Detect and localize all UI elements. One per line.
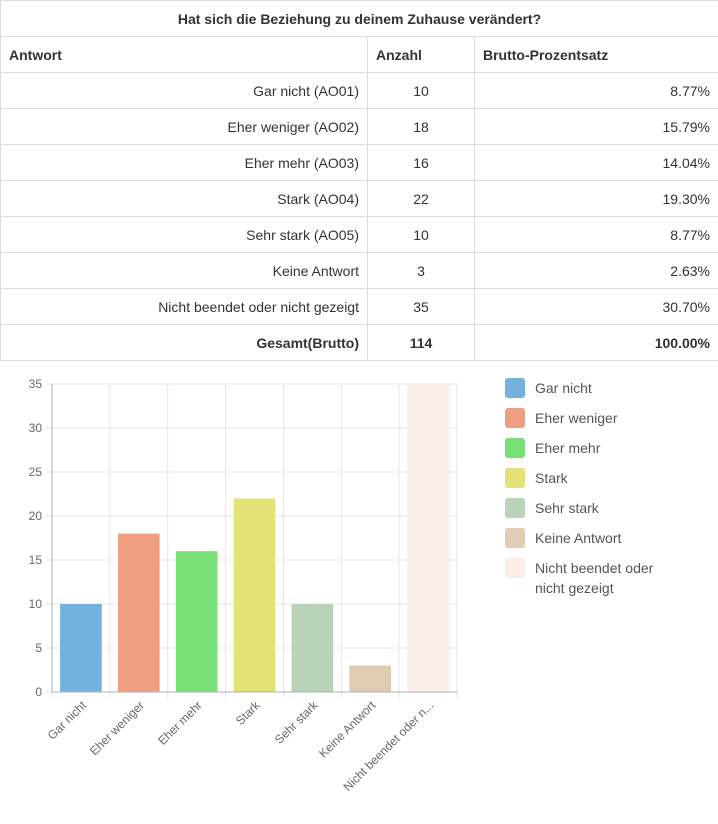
row-count: 16 (367, 144, 475, 181)
bars (60, 384, 449, 692)
row-answer: Keine Antwort (0, 252, 368, 289)
legend-item: Stark (505, 468, 715, 488)
row-percent: 15.79% (474, 108, 718, 145)
bar (349, 665, 392, 692)
legend-swatch (505, 468, 525, 488)
x-tick-label: Gar nicht (45, 698, 90, 743)
table-row: Eher weniger (AO02) 18 15.79% (0, 108, 718, 145)
row-percent: 8.77% (474, 216, 718, 253)
table-title: Hat sich die Beziehung zu deinem Zuhause… (0, 0, 718, 37)
x-tick-label: Eher mehr (155, 698, 205, 748)
row-percent: 14.04% (474, 144, 718, 181)
total-count: 114 (367, 324, 475, 361)
legend-item: Eher mehr (505, 438, 715, 458)
table-row: Keine Antwort 3 2.63% (0, 252, 718, 289)
row-count: 22 (367, 180, 475, 217)
legend-item: Keine Antwort (505, 528, 715, 548)
row-percent: 8.77% (474, 72, 718, 109)
x-tick-label: Keine Antwort (316, 698, 379, 761)
x-tick-label: Eher weniger (87, 698, 147, 758)
legend-item: Sehr stark (505, 498, 715, 518)
row-answer: Nicht beendet oder nicht gezeigt (0, 288, 368, 325)
legend-swatch (505, 528, 525, 548)
table-row: Eher mehr (AO03) 16 14.04% (0, 144, 718, 181)
row-percent: 30.70% (474, 288, 718, 325)
y-tick-label: 30 (29, 421, 43, 435)
y-tick-label: 20 (29, 509, 43, 523)
y-tick-label: 15 (29, 553, 43, 567)
legend-item: Gar nicht (505, 378, 715, 398)
legend-label: Nicht beendet oder nicht gezeigt (535, 560, 654, 596)
bar (291, 604, 334, 692)
y-tick-label: 10 (29, 597, 43, 611)
bar (233, 498, 276, 692)
row-count: 3 (367, 252, 475, 289)
y-tick-label: 35 (29, 377, 43, 391)
row-answer: Eher weniger (AO02) (0, 108, 368, 145)
header-answer: Antwort (0, 36, 368, 73)
legend-label: Keine Antwort (535, 530, 622, 546)
row-percent: 19.30% (474, 180, 718, 217)
table-header-row: Antwort Anzahl Brutto-Prozentsatz (0, 36, 718, 73)
row-count: 10 (367, 216, 475, 253)
legend-label: Eher mehr (535, 440, 601, 456)
table-title-row: Hat sich die Beziehung zu deinem Zuhause… (0, 0, 718, 37)
legend-swatch (505, 408, 525, 428)
legend-label: Eher weniger (535, 410, 618, 426)
y-tick-label: 0 (35, 685, 42, 699)
row-answer: Eher mehr (AO03) (0, 144, 368, 181)
legend-label: Gar nicht (535, 380, 592, 396)
results-table: Hat sich die Beziehung zu deinem Zuhause… (0, 0, 718, 361)
legend-item: Eher weniger (505, 408, 715, 428)
row-count: 10 (367, 72, 475, 109)
table-total-row: Gesamt(Brutto) 114 100.00% (0, 324, 718, 361)
axes (51, 384, 457, 693)
bar (407, 384, 449, 692)
legend-swatch (505, 438, 525, 458)
total-percent: 100.00% (474, 324, 718, 361)
legend-swatch (505, 558, 525, 578)
legend-swatch (505, 378, 525, 398)
bar (60, 604, 102, 692)
total-answer: Gesamt(Brutto) (0, 324, 368, 361)
header-count: Anzahl (367, 36, 475, 73)
table-row: Stark (AO04) 22 19.30% (0, 180, 718, 217)
row-answer: Gar nicht (AO01) (0, 72, 368, 109)
y-tick-label: 5 (35, 641, 42, 655)
bar (117, 533, 160, 692)
row-percent: 2.63% (474, 252, 718, 289)
row-count: 35 (367, 288, 475, 325)
table-row: Gar nicht (AO01) 10 8.77% (0, 72, 718, 109)
y-tick-label: 25 (29, 465, 43, 479)
y-tick-labels: 0 5 10 15 20 25 30 35 (29, 377, 43, 699)
table-row: Nicht beendet oder nicht gezeigt 35 30.7… (0, 288, 718, 325)
header-percent: Brutto-Prozentsatz (474, 36, 718, 73)
legend-label: Stark (535, 470, 568, 486)
x-tick-label: Stark (233, 698, 263, 728)
x-tick-label: Sehr stark (272, 698, 321, 747)
bar (175, 551, 218, 692)
table-row: Sehr stark (AO05) 10 8.77% (0, 216, 718, 253)
row-answer: Sehr stark (AO05) (0, 216, 368, 253)
legend-label: Sehr stark (535, 500, 599, 516)
chart-legend: Gar nicht Eher weniger Eher mehr Stark S… (505, 378, 715, 608)
row-count: 18 (367, 108, 475, 145)
legend-item: Nicht beendet oder nicht gezeigt (505, 558, 715, 598)
row-answer: Stark (AO04) (0, 180, 368, 217)
legend-swatch (505, 498, 525, 518)
